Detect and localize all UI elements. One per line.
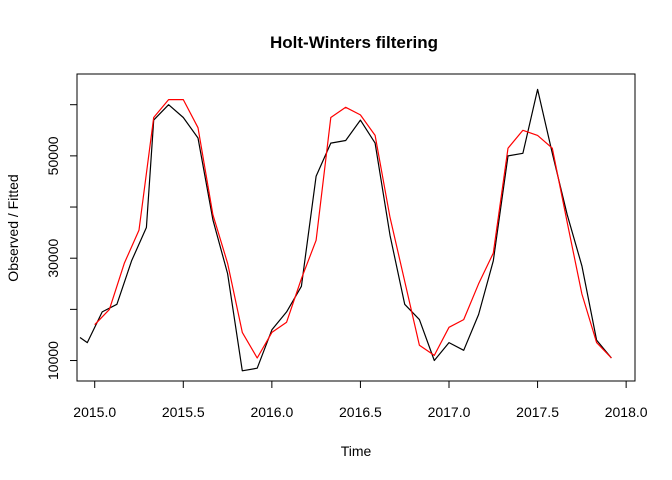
- x-tick-label: 2016.0: [250, 404, 293, 420]
- series-layer: [79, 88, 612, 372]
- x-tick-label: 2015.5: [162, 404, 205, 420]
- y-tick-label: 30000: [45, 239, 61, 278]
- y-axis: 10000 30000 50000: [45, 104, 78, 380]
- y-tick-label: 10000: [45, 341, 61, 380]
- observed-series-line: [79, 88, 612, 372]
- x-tick-label: 2018.0: [605, 404, 648, 420]
- plot-frame: [76, 73, 636, 382]
- chart-title: Holt-Winters filtering: [270, 33, 438, 52]
- x-axis: 2015.0 2015.5 2016.0 2016.5 2017.0 2017.5 2018…: [73, 380, 648, 420]
- y-tick-label: 50000: [45, 136, 61, 175]
- x-tick-label: 2015.0: [73, 404, 116, 420]
- fitted-series-line: [94, 98, 612, 359]
- x-axis-label: Time: [341, 443, 372, 459]
- x-tick-label: 2017.5: [516, 404, 559, 420]
- y-axis-label: Observed / Fitted: [5, 174, 21, 281]
- x-tick-label: 2016.5: [339, 404, 382, 420]
- x-tick-label: 2017.0: [428, 404, 471, 420]
